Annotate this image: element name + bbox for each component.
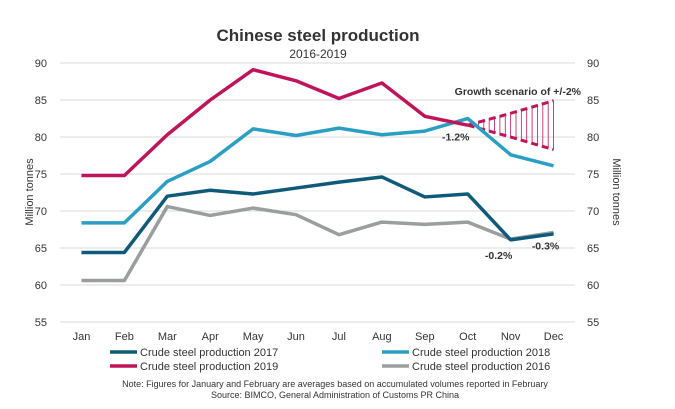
x-tick-label: Sep	[415, 331, 435, 343]
x-tick-label: Nov	[501, 331, 521, 343]
y-tick-left: 60	[35, 280, 47, 292]
y-tick-right: 55	[587, 317, 599, 329]
data-annotation: -0.3%	[532, 240, 560, 252]
x-tick-label: Jul	[332, 331, 346, 343]
y-tick-left: 70	[35, 206, 47, 218]
chart-subtitle: 2016-2019	[289, 47, 347, 61]
chart-title: Chinese steel production	[216, 26, 419, 45]
y-tick-right: 70	[587, 206, 599, 218]
y-axis-label-left: Million tonnes	[24, 158, 36, 226]
x-tick-label: May	[243, 331, 264, 343]
series-line	[81, 67, 469, 178]
series-line	[81, 204, 554, 283]
data-annotation: -1.2%	[442, 132, 470, 144]
x-tick-label: Apr	[202, 331, 219, 343]
legend-label: Crude steel production 2018	[412, 347, 550, 359]
legend-label: Crude steel production 2016	[412, 361, 550, 373]
x-tick-label: Feb	[115, 331, 134, 343]
y-tick-left: 90	[35, 58, 47, 70]
y-tick-right: 60	[587, 280, 599, 292]
y-tick-right: 75	[587, 169, 599, 181]
y-tick-left: 55	[35, 317, 47, 329]
y-axis-label-right: Million tonnes	[610, 158, 622, 226]
scenario-label: Growth scenario of +/-2%	[455, 86, 582, 98]
y-tick-right: 90	[587, 58, 599, 70]
x-tick-label: Aug	[372, 331, 392, 343]
series-line	[81, 175, 554, 255]
legend-label: Crude steel production 2019	[140, 361, 278, 373]
legend-label: Crude steel production 2017	[140, 347, 278, 359]
y-tick-right: 85	[587, 95, 599, 107]
note-text: Note: Figures for January and February a…	[122, 379, 548, 389]
series-line	[81, 116, 554, 225]
y-tick-left: 85	[35, 95, 47, 107]
y-tick-left: 75	[35, 169, 47, 181]
y-tick-right: 65	[587, 243, 599, 255]
x-tick-label: Mar	[158, 331, 177, 343]
x-tick-label: Jan	[73, 331, 91, 343]
y-tick-right: 80	[587, 132, 599, 144]
source-text: Source: BIMCO, General Administration of…	[211, 390, 459, 400]
x-tick-label: Oct	[459, 331, 476, 343]
x-tick-label: Dec	[544, 331, 564, 343]
scenario-upper-bound	[467, 99, 554, 127]
y-tick-left: 80	[35, 132, 47, 144]
data-annotation: -0.2%	[485, 250, 513, 262]
x-tick-label: Jun	[287, 331, 305, 343]
y-tick-left: 65	[35, 243, 47, 255]
